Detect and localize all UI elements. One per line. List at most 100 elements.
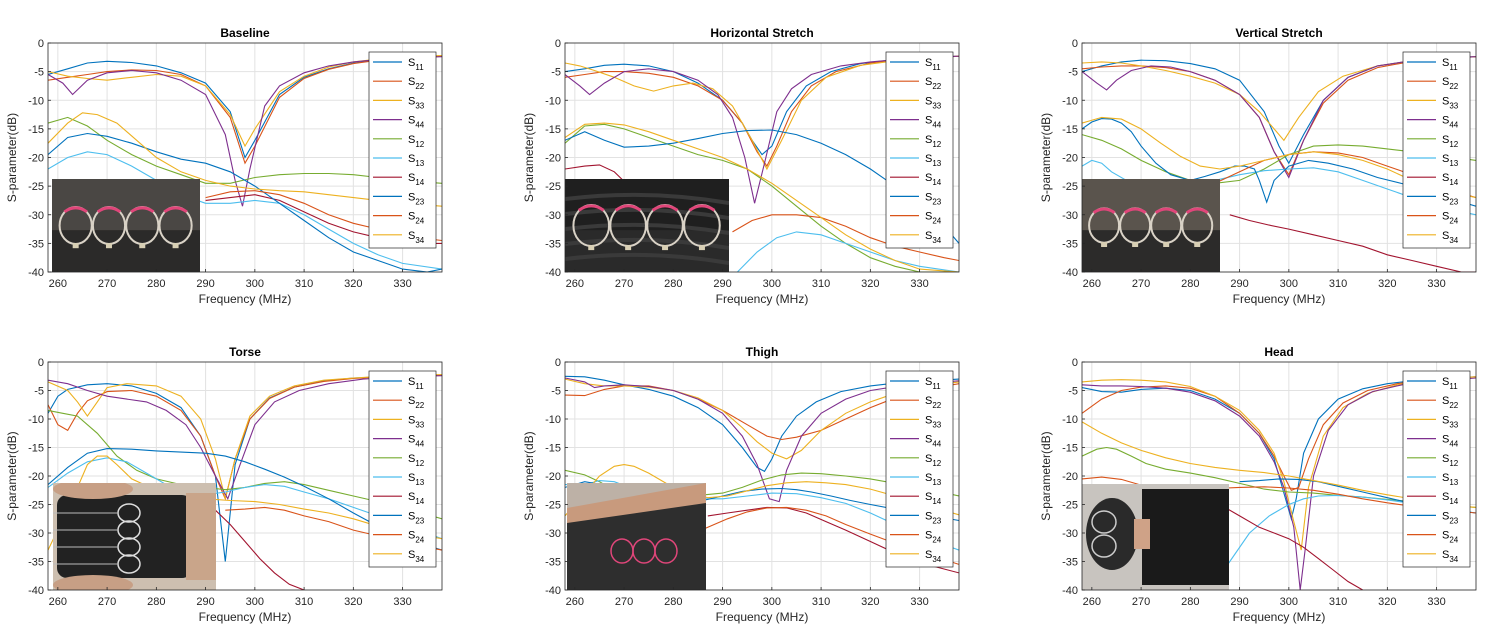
x-tick-label: 270: [615, 278, 633, 290]
x-tick-label: 300: [1280, 596, 1298, 608]
series-line-s14: [215, 509, 305, 590]
y-tick-label: -35: [545, 557, 561, 569]
series-line-s24: [732, 214, 959, 262]
x-tick-label: 270: [98, 278, 116, 290]
legend: S11 S22 S33 S44 S12 S13 S14 S23 S24 S34: [1402, 51, 1471, 249]
x-axis-label: Frequency (MHz): [716, 292, 809, 306]
legend-entry: S12: [408, 453, 425, 468]
series-line-s22: [48, 55, 442, 165]
y-tick-label: -40: [28, 585, 44, 597]
x-tick-label: 280: [147, 596, 165, 608]
series-line-s12: [1082, 134, 1476, 184]
y-tick-label: -20: [545, 153, 561, 165]
legend-entry: S13: [925, 153, 942, 168]
y-tick-label: -35: [1062, 557, 1078, 569]
y-tick-label: -5: [551, 67, 561, 79]
legend-entry: S33: [925, 95, 942, 110]
legend-entry: S14: [408, 172, 425, 187]
x-tick-label: 320: [861, 596, 879, 608]
legend-entry: S24: [1442, 211, 1459, 226]
y-tick-label: -30: [28, 528, 44, 540]
y-tick-label: -30: [1062, 210, 1078, 222]
y-tick-label: -5: [34, 386, 44, 398]
series-line-s44: [48, 375, 442, 501]
series-line-s34: [565, 122, 959, 272]
x-tick-label: 330: [910, 278, 928, 290]
legend-entry: S23: [925, 510, 942, 525]
series-line-s14: [1229, 214, 1476, 272]
legend-entry: S33: [408, 414, 425, 429]
photo-inset: [52, 179, 200, 272]
series-line-s22: [48, 374, 442, 501]
y-tick-label: -10: [28, 414, 44, 426]
subplot-torse: 260 270 280 290 300 310 320 330 0 -5 -10 -15 -20 -25 -…: [5, 345, 443, 624]
series-line-s34: [1082, 116, 1476, 199]
x-tick-label: 320: [1378, 596, 1396, 608]
legend-entry: S14: [1442, 491, 1459, 506]
x-tick-label: 290: [713, 278, 731, 290]
subplot-vertical-stretch: 260 270 280 290 300 310 320 330 0 -5 -10 -15 -20 -25 -…: [1039, 26, 1477, 306]
y-tick-label: -10: [28, 95, 44, 107]
legend-entry: S22: [408, 76, 425, 91]
photo-inset: [53, 483, 216, 590]
legend-entry: S11: [408, 376, 424, 391]
legend-entry: S13: [408, 472, 425, 487]
legend-entry: S11: [1442, 376, 1458, 391]
legend-entry: S14: [408, 491, 425, 506]
legend-entry: S13: [1442, 153, 1459, 168]
y-tick-label: -25: [28, 181, 44, 193]
legend-entry: S22: [925, 76, 942, 91]
legend-entry: S44: [408, 434, 425, 449]
x-tick-label: 270: [615, 596, 633, 608]
x-axis-label: Frequency (MHz): [716, 610, 809, 624]
legend-entry: S14: [1442, 172, 1459, 187]
x-tick-label: 310: [1329, 596, 1347, 608]
subplot-title: Thigh: [746, 345, 779, 359]
x-tick-label: 260: [1083, 596, 1101, 608]
legend-entry: S33: [408, 95, 425, 110]
x-tick-label: 280: [664, 596, 682, 608]
subplot-title: Torse: [229, 345, 261, 359]
x-tick-label: 280: [1181, 596, 1199, 608]
series-line-s11: [1082, 376, 1476, 521]
x-tick-label: 330: [393, 596, 411, 608]
legend-entry: S44: [925, 115, 942, 130]
legend-entry: S23: [408, 510, 425, 525]
legend-entry: S13: [408, 153, 425, 168]
y-axis-label: S-parameter(dB): [522, 113, 536, 202]
y-tick-label: -10: [1062, 95, 1078, 107]
y-tick-label: -20: [28, 153, 44, 165]
legend-entry: S12: [408, 134, 425, 149]
x-tick-label: 290: [196, 596, 214, 608]
x-tick-label: 270: [98, 596, 116, 608]
photo-inset: [567, 483, 706, 590]
series-line-s13: [48, 457, 442, 540]
legend-entry: S12: [1442, 453, 1459, 468]
y-tick-label: -5: [34, 67, 44, 79]
legend-entry: S22: [925, 395, 942, 410]
series-line-s34: [48, 112, 442, 207]
x-tick-label: 330: [1427, 278, 1445, 290]
y-tick-label: -10: [545, 414, 561, 426]
x-tick-label: 290: [1230, 278, 1248, 290]
legend: S11 S22 S33 S44 S12 S13 S14 S23 S24 S34: [1402, 370, 1471, 568]
y-tick-label: 0: [555, 357, 561, 369]
y-tick-label: -40: [1062, 267, 1078, 279]
series-line-s34: [565, 464, 959, 517]
x-tick-label: 300: [1280, 278, 1298, 290]
y-tick-label: -20: [28, 471, 44, 483]
legend-entry: S23: [925, 191, 942, 206]
y-axis-label: S-parameter(dB): [1039, 113, 1053, 202]
legend-entry: S12: [925, 453, 942, 468]
subplot-head: 260 270 280 290 300 310 320 330 0 -5 -10 -15 -20 -25 -…: [1039, 345, 1477, 624]
x-tick-label: 300: [763, 278, 781, 290]
legend-entry: S44: [925, 434, 942, 449]
y-tick-label: -5: [551, 386, 561, 398]
legend-entry: S11: [925, 376, 941, 391]
photo-inset: [1082, 179, 1220, 272]
x-axis-label: Frequency (MHz): [199, 292, 292, 306]
legend-entry: S34: [1442, 230, 1459, 245]
y-tick-label: -15: [545, 443, 561, 455]
y-tick-label: 0: [555, 38, 561, 50]
legend-entry: S13: [1442, 472, 1459, 487]
